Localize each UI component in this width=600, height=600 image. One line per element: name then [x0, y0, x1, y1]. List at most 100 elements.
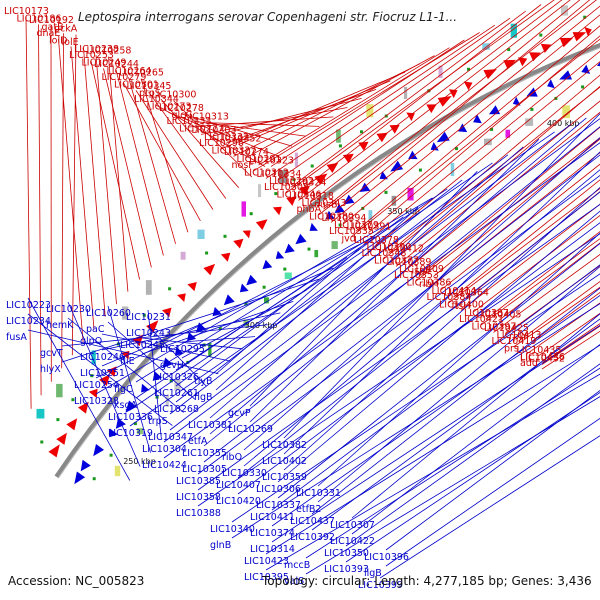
forward-leader-line: [258, 47, 450, 166]
reverse-leader-line: [345, 392, 600, 563]
reverse-gc-mark: [262, 285, 266, 289]
forward-gc-mark: [427, 89, 431, 93]
reverse-gc-mark: [490, 127, 494, 131]
reverse-leader-line: [203, 126, 600, 447]
forward-arrow: [99, 374, 110, 386]
forward-gene-label: LIC10384: [427, 292, 472, 303]
forward-gc-mark: [467, 67, 470, 71]
reverse-gene-label: LIC10340: [210, 524, 255, 535]
reverse-gene-label: LIC10336: [108, 412, 153, 423]
forward-leader-line: [253, 32, 480, 172]
reverse-leader-line: [135, 226, 390, 383]
forward-arrow: [518, 57, 528, 67]
forward-arrow: [162, 307, 172, 318]
reverse-arrow: [489, 105, 501, 115]
forward-leader-line: [433, 138, 600, 277]
reverse-leader-line: [101, 312, 281, 351]
forward-leader-line: [103, 68, 152, 268]
forward-leader-line: [473, 215, 600, 313]
forward-gene-label: LIC10452: [520, 354, 565, 365]
forward-gene-label: LIC10312: [244, 167, 289, 178]
forward-gc-mark: [360, 130, 363, 134]
reverse-arrow: [559, 70, 572, 80]
forward-arrow: [529, 52, 541, 62]
reverse-gene-label: gcvP: [228, 408, 251, 419]
reverse-gene-label: LIC10295: [160, 344, 205, 355]
forward-gene-label: LIC10391: [347, 222, 392, 233]
reverse-gene-label: LIC10388: [176, 508, 221, 519]
forward-strand-features: [36, 5, 592, 458]
reverse-cog-block: [314, 250, 319, 258]
reverse-gc-mark: [218, 327, 222, 331]
reverse-leader-line: [277, 243, 600, 499]
forward-gene-label: dnaE: [37, 28, 61, 39]
forward-gene-label: LIC10387: [464, 308, 509, 319]
forward-leader-line: [420, 126, 600, 276]
forward-cog-block: [91, 350, 96, 365]
reverse-gc-mark: [530, 107, 534, 111]
forward-leader-line: [90, 60, 140, 280]
forward-gene-label: LIC10327: [212, 145, 257, 156]
reverse-gene-label: fusA: [6, 332, 27, 343]
forward-arrow: [187, 282, 197, 292]
reverse-gene-label: LIC10261: [154, 388, 199, 399]
reverse-gene-label: LIC10269: [228, 424, 273, 435]
forward-gene-label: LIC10378: [354, 235, 399, 246]
forward-gene-labels: LIC10173LIC10186LIC10192gatBpckAdnaElolD…: [4, 6, 565, 369]
forward-gc-mark: [338, 144, 342, 148]
forward-arrow: [78, 401, 89, 414]
forward-gene-label: LIC10324: [282, 178, 327, 189]
reverse-arrow: [174, 346, 184, 356]
reverse-gene-label: LIC10307: [330, 520, 375, 531]
forward-cog-block: [366, 104, 374, 118]
forward-gene-label: LIC10345: [127, 81, 172, 92]
forward-cog-block: [122, 306, 129, 320]
reverse-leader-line: [283, 113, 600, 439]
forward-leader-line: [25, 16, 32, 409]
forward-gene-label: LIC10334: [257, 169, 302, 180]
reverse-gc-mark: [244, 302, 248, 306]
reverse-leader-line: [345, 363, 600, 547]
forward-arrow: [233, 238, 244, 249]
reverse-cog-block: [208, 343, 212, 357]
forward-gene-label: LIC10296: [199, 138, 244, 149]
forward-arrow: [242, 230, 251, 239]
forward-gene-label: LIC10405: [477, 310, 522, 321]
forward-arrow: [426, 104, 437, 114]
reverse-gene-label: LIC10260: [86, 308, 131, 319]
reverse-leader-line: [95, 197, 433, 395]
forward-gene-label: LIC10364: [444, 288, 489, 299]
topology-label: Topology: circular; Length: 4,277,185 bp…: [262, 574, 592, 588]
forward-arrow: [540, 43, 552, 53]
reverse-leader-line: [243, 137, 600, 451]
forward-gc-mark: [40, 440, 44, 444]
forward-arrow: [132, 334, 144, 346]
reverse-leader-line: [385, 390, 600, 551]
reverse-gene-label: LIC10422: [330, 536, 375, 547]
reverse-cog-block: [562, 105, 570, 119]
forward-arrow: [584, 27, 592, 37]
reverse-gene-label: LIC10395: [244, 572, 289, 583]
reverse-gc-mark: [109, 453, 113, 457]
forward-arrow: [48, 444, 60, 458]
forward-gene-label: LIC10394: [322, 213, 367, 224]
reverse-leader-line: [27, 329, 219, 374]
reverse-gc-mark: [307, 247, 311, 251]
forward-leader-line: [383, 86, 600, 260]
forward-leader-line: [265, 24, 496, 179]
forward-gene-label: LIC10425: [484, 323, 529, 334]
forward-gene-label: LIC10389: [387, 257, 432, 268]
reverse-leader-line: [265, 344, 600, 555]
forward-gene-label: LIC10292: [269, 176, 314, 187]
reverse-leader-line: [181, 289, 307, 359]
reverse-leader-line: [129, 162, 493, 411]
reverse-arrow: [408, 150, 418, 160]
forward-cog-block: [404, 86, 408, 99]
genome-backbone: [54, 42, 600, 479]
forward-cog-block: [56, 383, 63, 398]
forward-leader-line: [71, 34, 77, 356]
forward-arrow: [437, 96, 452, 107]
reverse-gene-label: ribO: [222, 452, 242, 463]
forward-gene-label: LIC10348: [362, 248, 407, 259]
